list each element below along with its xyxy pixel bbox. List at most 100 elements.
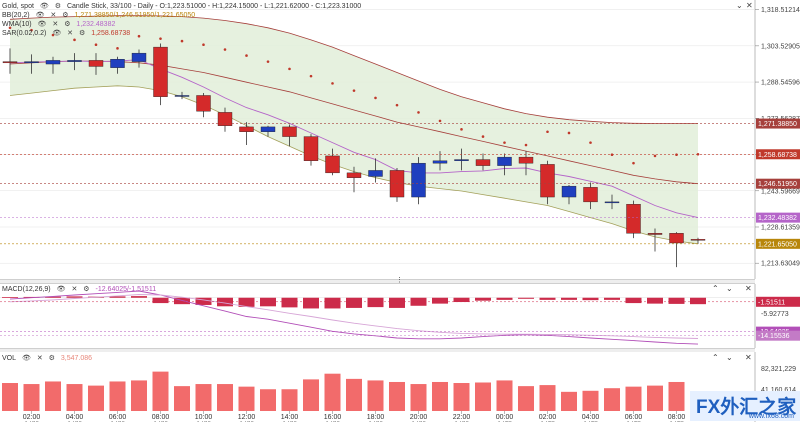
candle-body bbox=[368, 170, 383, 177]
volume-bar bbox=[496, 380, 513, 411]
sar-dot bbox=[653, 154, 657, 158]
macd-y-axis: -5.92773 bbox=[761, 311, 789, 318]
macd-histogram-bar bbox=[346, 297, 362, 308]
sar-dot bbox=[481, 135, 485, 138]
gear-icon[interactable]: ⚙ bbox=[83, 286, 90, 293]
candle-body bbox=[88, 60, 104, 67]
candle-body bbox=[432, 160, 448, 164]
volume-bar bbox=[324, 373, 341, 411]
close-icon[interactable]: ✕ bbox=[52, 21, 59, 28]
sar-dot bbox=[202, 43, 205, 46]
price-tick-label: 1,303.52905 bbox=[761, 43, 800, 50]
candles bbox=[2, 43, 706, 268]
sar-dot bbox=[438, 119, 442, 123]
macd-histogram-bar bbox=[324, 297, 341, 309]
gear-icon[interactable]: ⚙ bbox=[48, 355, 55, 362]
volume-bar bbox=[2, 383, 18, 411]
macd-legend-name: MACD(12,26,9) bbox=[2, 286, 51, 293]
macd-histogram-bar bbox=[432, 297, 448, 304]
close-icon[interactable]: ✕ bbox=[745, 284, 752, 293]
macd-histogram-bar bbox=[496, 297, 513, 300]
chevron-down-icon[interactable]: ⌄ bbox=[736, 1, 743, 10]
time-tick-label: 08:00 bbox=[152, 414, 170, 421]
candle-body bbox=[174, 95, 190, 97]
close-icon[interactable]: ✕ bbox=[67, 30, 74, 37]
macd-legend-values: -12.64025/-1.51511 bbox=[95, 286, 157, 293]
price-tag-bg bbox=[756, 178, 800, 189]
vol-legend: VOL 👁 ✕ ⚙ 3,547.086 bbox=[2, 354, 92, 363]
candle-body bbox=[690, 239, 706, 241]
price-tick-label: 1,213.63049 bbox=[761, 261, 800, 268]
volume-bars bbox=[2, 371, 706, 411]
time-tick-label: 02:00 bbox=[539, 414, 557, 421]
volume-bar bbox=[518, 386, 534, 411]
watermark-url: www.fx68.com bbox=[748, 413, 794, 420]
eye-icon[interactable]: 👁 bbox=[56, 286, 66, 293]
macd-histogram-bar bbox=[690, 297, 706, 305]
close-icon[interactable]: ✕ bbox=[71, 286, 78, 293]
price-tag-bg bbox=[756, 149, 800, 160]
volume-bar bbox=[647, 385, 663, 411]
macd-tick-label: -5.92773 bbox=[761, 311, 789, 318]
volume-bar bbox=[109, 381, 126, 411]
gear-icon[interactable]: ⚙ bbox=[62, 12, 69, 19]
eye-icon[interactable]: 👁 bbox=[37, 21, 47, 28]
macd-histogram-bar bbox=[561, 297, 577, 300]
volume-bar bbox=[195, 384, 212, 411]
candle-body bbox=[2, 61, 18, 64]
eye-icon[interactable]: 👁 bbox=[52, 30, 62, 37]
volume-bar bbox=[475, 382, 491, 411]
macd-histogram-bar bbox=[625, 297, 642, 304]
splitter-handle-icon[interactable]: ⋮ bbox=[396, 277, 403, 284]
macd-chart[interactable]: -5.92773 -1.51511-12.64025-14.15536 bbox=[0, 284, 800, 348]
eye-icon[interactable]: 👁 bbox=[35, 12, 45, 19]
bollinger-band-fill bbox=[10, 15, 698, 244]
macd-histogram-bar bbox=[66, 296, 83, 298]
candle-body bbox=[497, 156, 512, 166]
macd-histogram-bar bbox=[303, 297, 319, 309]
watermark-main: FX外汇之家 bbox=[696, 397, 797, 418]
candle-body bbox=[604, 201, 620, 204]
volume-bar bbox=[238, 386, 255, 411]
price-tag-label: 1,246.51950 bbox=[758, 181, 797, 188]
sar-dot bbox=[116, 47, 119, 50]
macd-histogram-bar bbox=[453, 297, 470, 303]
time-axis: 02:00Jul/1904:00Jul/1906:00Jul/1908:00Ju… bbox=[23, 411, 685, 422]
candle-body bbox=[153, 46, 168, 97]
price-tags: 1,271.38850 1,258.68738 1,246.51950 1,232.4… bbox=[0, 118, 800, 249]
sar-dot bbox=[245, 54, 248, 57]
vol-legend-values: 3,547.086 bbox=[60, 355, 93, 362]
volume-chart[interactable]: 82,321,229 41,160,614 02:00Jul/1904:00Jul… bbox=[0, 352, 800, 422]
time-tick-label: 06:00 bbox=[625, 414, 643, 421]
eye-icon[interactable]: 👁 bbox=[21, 355, 31, 362]
time-tick-label: 12:00 bbox=[238, 414, 256, 421]
volume-bar bbox=[389, 381, 405, 411]
close-icon[interactable]: ✕ bbox=[745, 353, 752, 362]
macd-histogram-bar bbox=[582, 297, 599, 301]
time-tick-label: 04:00 bbox=[582, 414, 600, 421]
macd-histogram-bar bbox=[131, 296, 147, 298]
volume-bar bbox=[281, 389, 298, 411]
eye-icon[interactable]: 👁 bbox=[39, 3, 49, 10]
chevron-down-icon[interactable]: ⌄ bbox=[726, 284, 733, 293]
volume-bar bbox=[346, 378, 362, 411]
close-icon[interactable]: ✕ bbox=[746, 1, 753, 10]
chevron-up-icon[interactable]: ⌃ bbox=[712, 353, 719, 362]
candle-body bbox=[45, 60, 61, 65]
volume-bar bbox=[260, 389, 276, 411]
gear-icon[interactable]: ⚙ bbox=[54, 3, 61, 10]
close-icon[interactable]: ✕ bbox=[36, 355, 43, 362]
gear-icon[interactable]: ⚙ bbox=[78, 30, 86, 37]
candle-body bbox=[669, 233, 684, 244]
close-icon[interactable]: ✕ bbox=[50, 12, 57, 19]
chevron-down-icon[interactable]: ⌄ bbox=[726, 353, 733, 362]
panel-splitter[interactable] bbox=[0, 279, 755, 284]
macd-histogram-bar bbox=[668, 297, 685, 304]
sar-dot bbox=[503, 141, 506, 144]
gear-icon[interactable]: ⚙ bbox=[64, 21, 71, 28]
price-tag-bg bbox=[756, 238, 800, 249]
volume-bar bbox=[539, 385, 556, 411]
price-chart[interactable]: 1,318.512141,303.529051,288.545961,273.5… bbox=[0, 0, 800, 280]
price-tag-label: 1,232.48382 bbox=[758, 215, 797, 222]
chevron-up-icon[interactable]: ⌃ bbox=[712, 284, 719, 293]
